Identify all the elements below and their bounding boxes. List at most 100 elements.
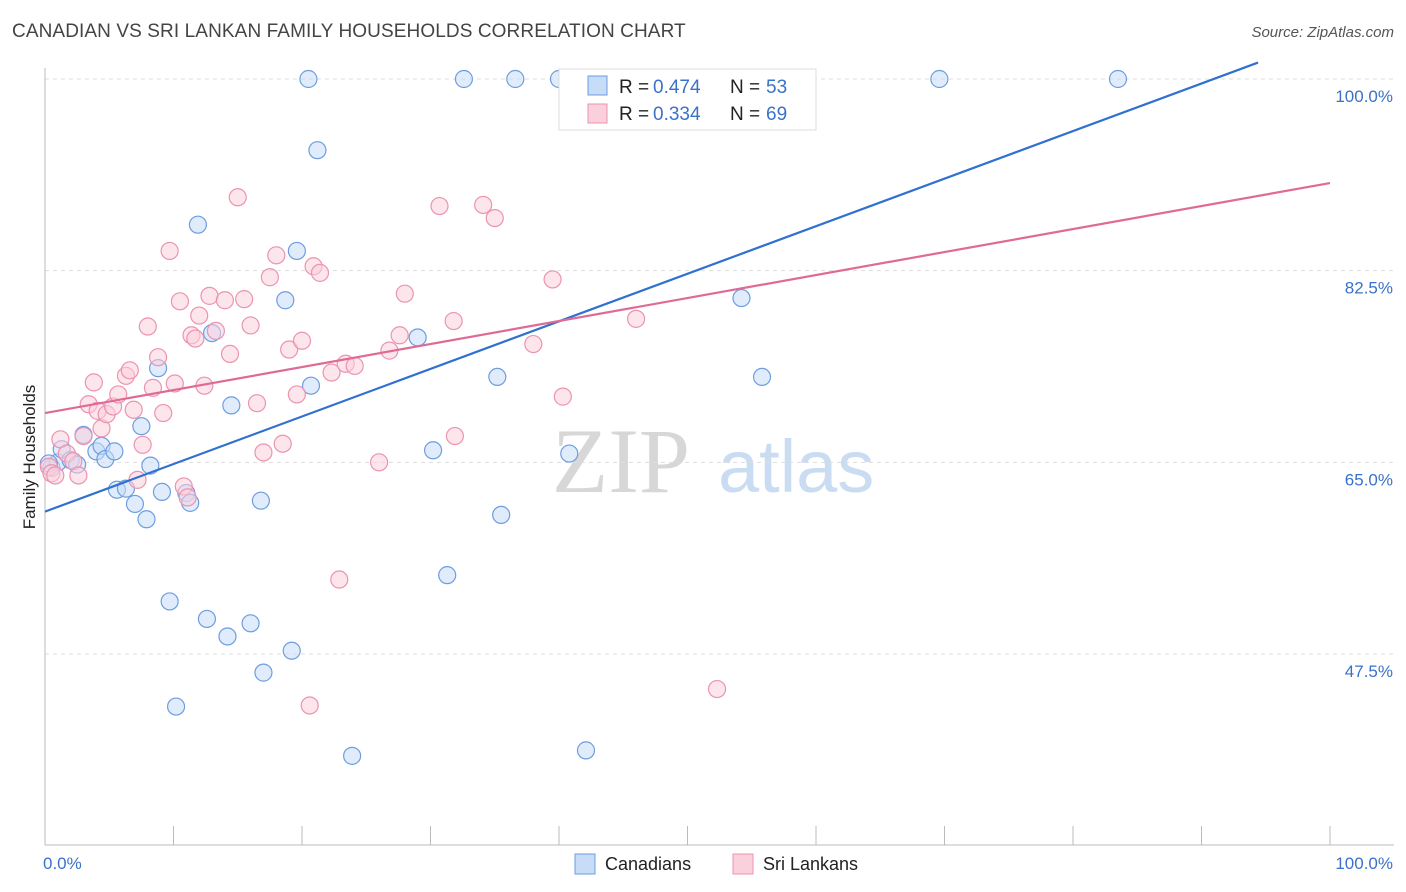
legend-r-label-srilankans: R = — [619, 104, 649, 125]
srilankans-point — [247, 394, 267, 413]
canadians-point — [732, 288, 751, 308]
srilankans-point — [74, 426, 93, 446]
srilankans-point — [292, 331, 312, 350]
canadians-point — [438, 566, 457, 585]
srilankans-point — [260, 268, 279, 287]
srilankans-point — [395, 284, 414, 303]
srilankans-point — [524, 334, 543, 354]
srilankans-point — [553, 387, 572, 406]
legend-n-label-srilankans: N = — [730, 104, 760, 125]
srilankans-point — [300, 696, 319, 715]
x-tick-label-min: 0.0% — [43, 854, 82, 873]
srilankans-point — [84, 373, 103, 392]
legend-n-value-srilankans: 69 — [766, 104, 787, 125]
srilankans-point — [430, 196, 449, 216]
srilankans-point — [154, 403, 173, 423]
canadians-point — [506, 69, 525, 89]
x-tick-label-max: 100.0% — [1335, 854, 1393, 873]
srilankans-point — [69, 466, 88, 485]
canadians-point — [276, 291, 295, 310]
srilankans-point — [287, 385, 306, 404]
canadians-point — [254, 663, 273, 682]
canadians-point — [930, 69, 949, 89]
srilankans-point — [186, 329, 205, 348]
srilankans-point — [178, 488, 197, 507]
bottom-legend-swatch-canadians — [574, 853, 596, 875]
srilankans-point — [626, 309, 646, 328]
y-tick-label: 100.0% — [1335, 87, 1393, 106]
trend-line-canadians — [44, 61, 1259, 513]
trend-line-srilankans — [44, 181, 1331, 415]
canadians-point — [488, 367, 507, 387]
srilankans-point — [390, 326, 409, 345]
canadians-point — [408, 328, 427, 347]
canadians-point — [423, 441, 443, 460]
y-tick-label: 47.5% — [1345, 662, 1393, 681]
srilankans-point — [235, 290, 254, 309]
grid-layer: 47.5% 65.0% 82.5% 100.0% — [45, 78, 1394, 681]
srilankans-point — [160, 241, 179, 261]
legend-n-value-canadians: 53 — [766, 77, 787, 98]
canadians-point — [137, 510, 156, 529]
srilankans-point — [310, 263, 330, 282]
legend-swatch-srilankans — [587, 103, 608, 124]
canadians-point — [454, 69, 474, 89]
canadians-point — [1108, 69, 1128, 89]
correlation-legend: R = 0.474 N = 53 R = 0.334 N = 69 — [558, 68, 817, 131]
canadians-point — [197, 609, 217, 629]
canadians-point — [251, 491, 270, 510]
srilankans-point — [170, 292, 190, 311]
canadians-point — [287, 241, 306, 261]
srilankans-point — [190, 306, 209, 325]
watermark-zip: ZIP — [552, 410, 690, 512]
srilankans-point — [148, 348, 168, 367]
canadians-point — [125, 494, 145, 514]
canadians-point — [222, 396, 241, 415]
canadians-point — [160, 592, 179, 611]
y-axis-title: Family Households — [20, 385, 39, 530]
canadians-point — [492, 505, 511, 525]
srilankans-point — [254, 443, 273, 462]
srilankans-point — [215, 291, 234, 310]
srilankans-point — [124, 400, 143, 419]
srilankans-point — [445, 426, 465, 446]
canadians-point — [343, 746, 362, 765]
srilankans-point — [241, 316, 260, 335]
srilankans-point — [120, 361, 139, 380]
legend-r-value-canadians: 0.474 — [653, 77, 701, 98]
bottom-legend-swatch-srilankans — [732, 853, 754, 875]
srilankans-point — [165, 374, 184, 393]
srilankans-point — [330, 570, 349, 589]
srilankans-point — [220, 344, 240, 364]
y-tick-label: 65.0% — [1345, 470, 1393, 489]
canadians-point — [282, 641, 301, 660]
bottom-legend-label-canadians: Canadians — [605, 854, 691, 874]
series-legend: Canadians Sri Lankans — [574, 853, 858, 875]
canadians-point — [299, 69, 318, 89]
srilankans-point — [485, 208, 504, 228]
srilankans-point — [707, 679, 727, 699]
srilankans-point — [280, 340, 299, 359]
srilankans-point — [138, 317, 157, 336]
canadians-point — [301, 376, 321, 395]
watermark-atlas: atlas — [718, 425, 874, 508]
legend-r-label-canadians: R = — [619, 77, 649, 98]
srilankans-point — [206, 321, 226, 341]
canadians-point — [752, 367, 772, 387]
srilankans-point — [273, 434, 292, 453]
srilankans-point — [46, 466, 65, 485]
srilankans-point — [370, 453, 389, 472]
canadians-point — [241, 614, 260, 633]
canadians-point — [188, 215, 208, 234]
canadians-point — [166, 697, 186, 716]
canadians-point — [105, 442, 124, 461]
canadians-point — [560, 444, 579, 463]
canadians-point — [132, 417, 151, 436]
legend-n-label-canadians: N = — [730, 77, 760, 98]
canadians-point — [576, 741, 596, 760]
canadians-point — [308, 141, 327, 160]
srilankans-point — [133, 435, 152, 454]
srilankans-point — [543, 270, 562, 289]
trend-layer — [44, 61, 1331, 513]
